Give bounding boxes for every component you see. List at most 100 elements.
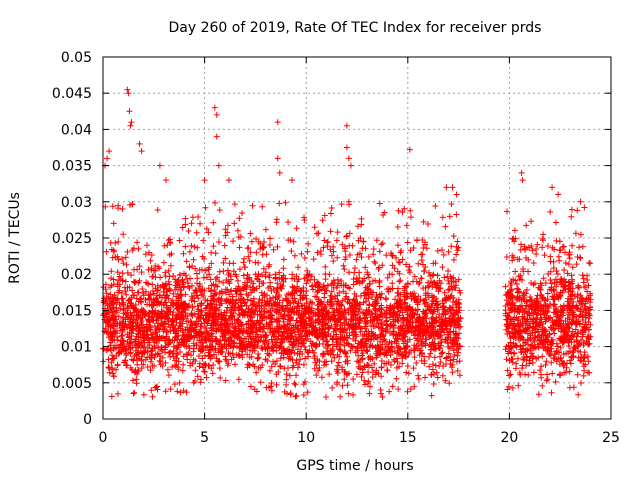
- data-point: [131, 389, 138, 396]
- data-point: [246, 257, 253, 264]
- data-point: [550, 265, 557, 272]
- data-point: [236, 215, 243, 222]
- data-point: [270, 246, 277, 253]
- data-point: [396, 278, 403, 285]
- data-point: [298, 250, 305, 257]
- data-point: [247, 230, 254, 237]
- data-point: [273, 381, 280, 388]
- data-point: [453, 211, 460, 218]
- data-point: [413, 360, 420, 367]
- data-point: [201, 177, 208, 184]
- data-point: [183, 389, 190, 396]
- data-point: [371, 258, 378, 265]
- data-point: [286, 372, 293, 379]
- data-point: [450, 256, 457, 263]
- data-point: [124, 269, 131, 276]
- data-point: [321, 212, 328, 219]
- data-point: [164, 366, 171, 373]
- data-point: [346, 251, 353, 258]
- data-point: [185, 228, 192, 235]
- data-point: [186, 248, 193, 255]
- data-point: [512, 365, 519, 372]
- data-point: [229, 320, 236, 327]
- data-point: [263, 251, 270, 258]
- data-point: [326, 371, 333, 378]
- data-point: [334, 276, 341, 283]
- data-point: [114, 361, 121, 368]
- data-point: [200, 274, 207, 281]
- data-point: [293, 225, 300, 232]
- data-point: [323, 393, 330, 400]
- data-point: [257, 379, 264, 386]
- data-point: [220, 268, 227, 275]
- data-point: [294, 326, 301, 333]
- data-point: [147, 358, 154, 365]
- data-point: [162, 359, 169, 366]
- data-point: [310, 256, 317, 263]
- data-point: [372, 260, 379, 267]
- data-point: [382, 295, 389, 302]
- data-point: [339, 382, 346, 389]
- data-point: [549, 184, 556, 191]
- data-point: [146, 249, 153, 256]
- data-point: [376, 248, 383, 255]
- data-point: [420, 218, 427, 225]
- data-point: [569, 242, 576, 249]
- data-point: [395, 386, 402, 393]
- data-point: [439, 214, 446, 221]
- x-tick-label: 5: [200, 430, 209, 446]
- data-point: [261, 239, 268, 246]
- data-point: [379, 393, 386, 400]
- data-point: [154, 207, 161, 214]
- data-point: [165, 372, 172, 379]
- data-point: [503, 254, 510, 261]
- data-point: [404, 363, 411, 370]
- data-point: [341, 376, 348, 383]
- data-point: [539, 353, 546, 360]
- data-point: [408, 214, 415, 221]
- data-point: [528, 218, 535, 225]
- data-point: [259, 271, 266, 278]
- data-point: [130, 390, 137, 397]
- data-point: [305, 240, 312, 247]
- data-point: [376, 283, 383, 290]
- data-point: [184, 275, 191, 282]
- data-point: [213, 133, 220, 140]
- data-point: [210, 219, 217, 226]
- data-point: [259, 251, 266, 258]
- data-point: [509, 384, 516, 391]
- data-point: [160, 259, 167, 266]
- data-point: [180, 250, 187, 257]
- data-point: [216, 207, 223, 214]
- data-point: [220, 259, 227, 266]
- data-point: [418, 257, 425, 264]
- data-point: [341, 266, 348, 273]
- data-point: [216, 278, 223, 285]
- data-point: [405, 370, 412, 377]
- data-point: [314, 249, 321, 256]
- data-point: [144, 364, 151, 371]
- data-point: [172, 363, 179, 370]
- data-point: [215, 162, 222, 169]
- data-point: [124, 86, 131, 93]
- data-point: [309, 286, 316, 293]
- data-point: [375, 266, 382, 273]
- data-point: [334, 254, 341, 261]
- data-point: [274, 155, 281, 162]
- data-point: [209, 370, 216, 377]
- data-point: [515, 382, 522, 389]
- data-point: [358, 221, 365, 228]
- data-point: [106, 369, 113, 376]
- data-point: [553, 340, 560, 347]
- data-point: [506, 372, 513, 379]
- data-point: [179, 367, 186, 374]
- data-point: [553, 268, 560, 275]
- data-point: [110, 220, 117, 227]
- data-point: [193, 229, 200, 236]
- data-point: [548, 389, 555, 396]
- data-point: [215, 239, 222, 246]
- data-point: [521, 371, 528, 378]
- data-point: [415, 372, 422, 379]
- data-point: [573, 261, 580, 268]
